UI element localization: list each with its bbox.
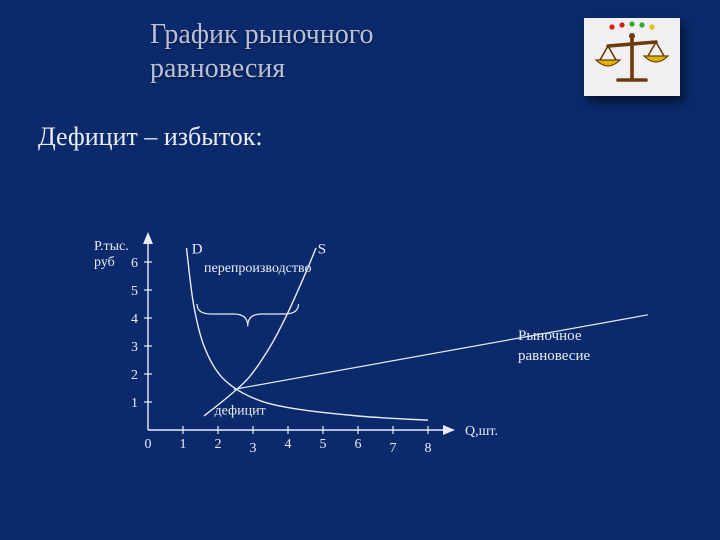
subtitle: Дефицит – избыток:: [38, 122, 720, 152]
svg-text:8: 8: [425, 441, 432, 456]
svg-text:6: 6: [355, 437, 362, 452]
svg-text:6: 6: [131, 256, 138, 271]
svg-text:руб: руб: [94, 255, 115, 270]
svg-text:7: 7: [390, 441, 397, 456]
svg-text:Р.тыс.: Р.тыс.: [94, 239, 129, 254]
svg-text:5: 5: [320, 437, 327, 452]
svg-text:3: 3: [250, 441, 257, 456]
svg-text:5: 5: [131, 284, 138, 299]
svg-text:4: 4: [285, 437, 292, 452]
svg-text:1: 1: [180, 437, 187, 452]
slide-title: График рыночного равновесия: [150, 18, 374, 85]
scales-logo: [584, 18, 680, 96]
svg-text:Q,шт.: Q,шт.: [465, 424, 498, 439]
title-row: График рыночного равновесия: [0, 0, 720, 96]
equilibrium-chart: 1 2 3 4 5 6 0 1 2 3 4 5 6 7 8 Р.тыс.руб Q,шт. D Sперепроиз…: [88, 200, 648, 500]
svg-text:S: S: [318, 242, 326, 258]
svg-text:2: 2: [215, 437, 222, 452]
title-line-2: равновесия: [150, 53, 285, 84]
svg-text:1: 1: [131, 396, 138, 411]
svg-text:равновесие: равновесие: [518, 348, 590, 364]
svg-text:4: 4: [131, 312, 138, 327]
svg-text:3: 3: [131, 340, 138, 355]
svg-text:дефицит: дефицит: [215, 404, 266, 419]
svg-text:0: 0: [145, 437, 152, 452]
svg-text:Рыночное: Рыночное: [518, 328, 582, 344]
svg-text:перепроизводство: перепроизводство: [204, 261, 312, 276]
title-line-1: График рыночного: [150, 19, 374, 50]
svg-text:2: 2: [131, 368, 138, 383]
svg-text:D: D: [192, 242, 203, 258]
